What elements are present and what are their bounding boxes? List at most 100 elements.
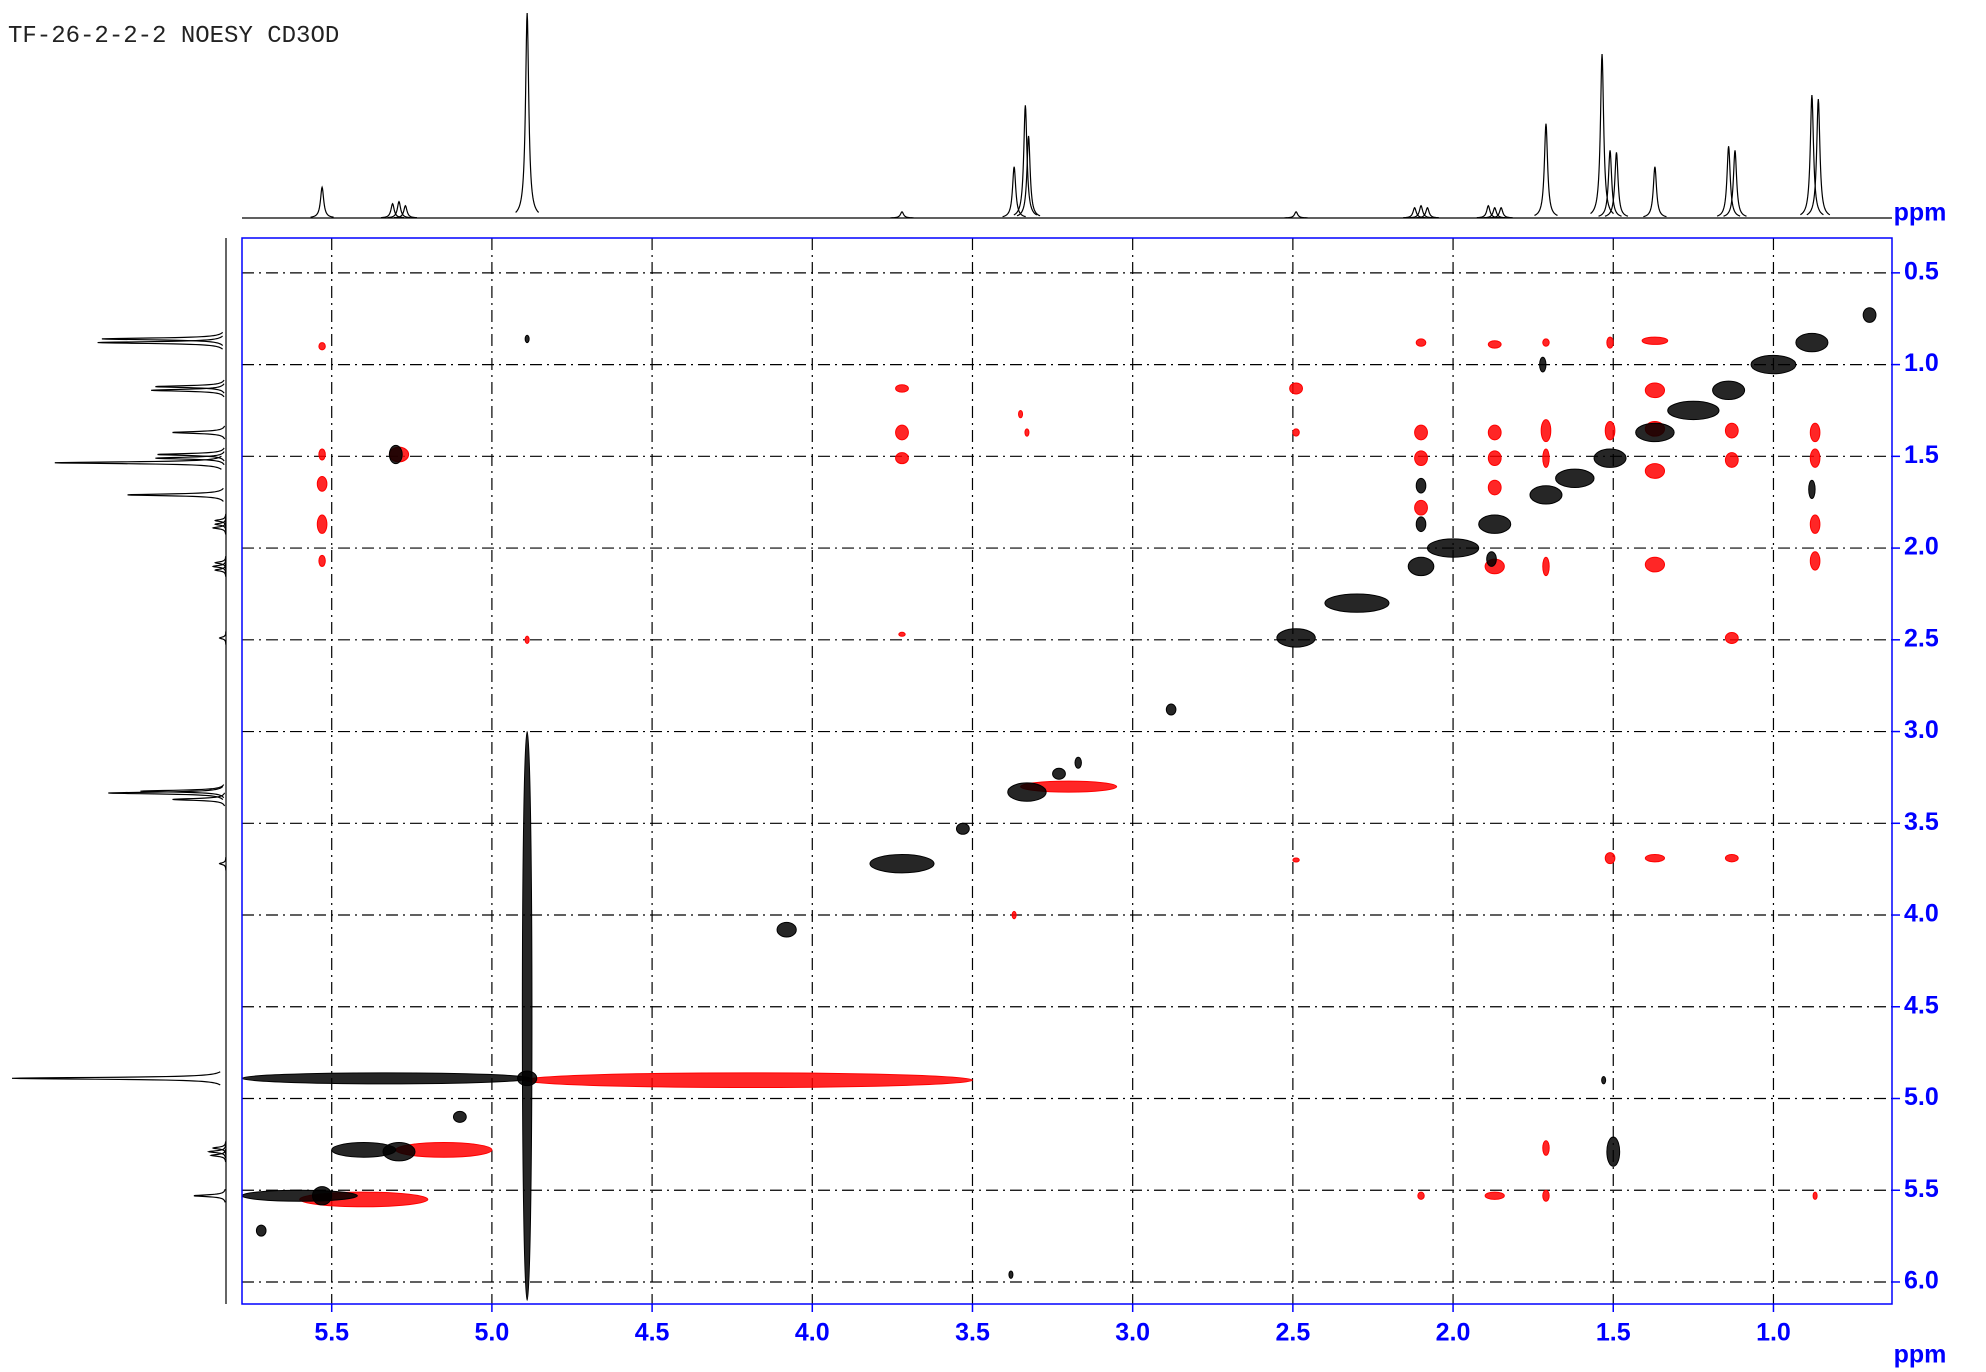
projection-peak: [1409, 204, 1433, 219]
projection-peak: [1403, 206, 1427, 219]
projection-peak: [214, 517, 227, 531]
negative-peak: [1289, 382, 1303, 395]
positive-peak: [1795, 332, 1829, 353]
positive-peak: [1667, 400, 1720, 421]
projection-peak: [1643, 166, 1667, 218]
positive-peak: [1324, 593, 1390, 613]
positive-peak: [1539, 356, 1547, 373]
negative-peak: [1024, 428, 1030, 437]
y-tick-label: 6.0: [1904, 1267, 1939, 1295]
projection-peak: [1534, 123, 1558, 216]
x-tick-label: 3.0: [1115, 1319, 1150, 1347]
projection-peak: [387, 200, 411, 219]
negative-peak: [1644, 463, 1666, 479]
y-tick-label: 2.0: [1904, 533, 1939, 561]
negative-peak: [1018, 409, 1024, 419]
positive-peak: [331, 1142, 397, 1158]
projection-peak: [1598, 150, 1622, 217]
y-tick-label: 5.0: [1904, 1083, 1939, 1111]
negative-peak: [1809, 448, 1821, 468]
positive-peak: [1750, 354, 1797, 375]
x-tick-label: 3.5: [955, 1319, 990, 1347]
negative-peak: [1414, 424, 1428, 441]
negative-peak: [895, 452, 909, 465]
negative-peak: [1540, 419, 1552, 443]
negative-peak: [318, 342, 326, 351]
positive-peak: [1007, 782, 1047, 802]
positive-peak: [1074, 756, 1082, 769]
x-tick-label: 5.0: [475, 1319, 510, 1347]
projection-peak: [1483, 206, 1507, 219]
negative-peak: [1487, 450, 1502, 467]
positive-peak: [1276, 628, 1316, 648]
negative-peak: [1606, 336, 1614, 349]
negative-peak: [1292, 857, 1300, 863]
positive-peak: [1478, 514, 1512, 534]
positive-peak: [1407, 556, 1435, 577]
projection-peak: [1723, 150, 1747, 217]
positive-peak: [242, 1072, 531, 1085]
positive-peak: [524, 334, 530, 344]
negative-peak: [1604, 852, 1616, 865]
y-tick-label: 3.0: [1904, 716, 1939, 744]
negative-peak: [318, 448, 326, 461]
positive-peak: [1712, 380, 1746, 400]
projection-peak: [1590, 53, 1614, 215]
projection-peak: [11, 1071, 221, 1086]
projection-peak: [211, 559, 227, 574]
projection-peak: [1013, 105, 1038, 216]
negative-peak: [1487, 340, 1502, 349]
projection-peak: [108, 785, 224, 801]
projection-peak: [1016, 135, 1041, 217]
y-tick-label: 2.5: [1904, 624, 1939, 652]
negative-peak: [1724, 422, 1739, 439]
projection-peak: [155, 379, 225, 394]
projection-peak: [1806, 99, 1831, 216]
projection-peak: [1415, 206, 1440, 219]
projection-peak: [172, 425, 226, 440]
projection-peak: [1800, 94, 1824, 216]
negative-peak: [1724, 452, 1739, 468]
negative-peak: [1417, 1191, 1425, 1200]
negative-peak: [1809, 514, 1821, 534]
positive-peak: [1415, 477, 1427, 494]
x-tick-label: 4.5: [635, 1319, 670, 1347]
negative-peak: [1644, 382, 1666, 399]
x-tick-label: 1.5: [1596, 1319, 1631, 1347]
y-axis-label: ppm: [1894, 199, 1947, 227]
contour-layer: [242, 307, 1877, 1301]
positive-peak: [1415, 516, 1427, 533]
negative-peak: [524, 635, 530, 644]
y-tick-label: 4.0: [1904, 900, 1939, 928]
projection-peak: [214, 513, 227, 528]
negative-peak: [1542, 1140, 1550, 1156]
positive-peak: [1635, 422, 1675, 443]
negative-peak: [895, 424, 909, 441]
projection-peak: [172, 792, 226, 807]
projection-peak: [151, 383, 225, 398]
negative-peak: [1542, 448, 1550, 468]
positive-peak: [1606, 1136, 1621, 1167]
negative-peak: [1604, 420, 1616, 441]
negative-peak: [316, 476, 328, 492]
positive-peak: [452, 1110, 467, 1123]
positive-peak: [1593, 448, 1627, 468]
projection-peak: [310, 185, 334, 218]
negative-peak: [1644, 556, 1666, 573]
projection-peak: [193, 1188, 226, 1203]
projection-peak: [1002, 166, 1026, 218]
y-tick-label: 0.5: [1904, 257, 1939, 285]
y-tick-label: 1.0: [1904, 349, 1939, 377]
projection-peak: [211, 1141, 227, 1155]
y-tick-label: 4.5: [1904, 991, 1939, 1019]
positive-peak: [1862, 307, 1877, 323]
x-tick-label: 2.5: [1275, 1319, 1310, 1347]
positive-peak: [1601, 1075, 1607, 1085]
positive-peak: [1486, 551, 1497, 567]
projection-peak: [890, 211, 914, 219]
projection-peak: [101, 331, 224, 346]
negative-peak: [1809, 551, 1821, 571]
positive-peak: [1008, 1270, 1014, 1279]
projection-peak: [140, 784, 225, 799]
positive-peak: [521, 731, 533, 1301]
